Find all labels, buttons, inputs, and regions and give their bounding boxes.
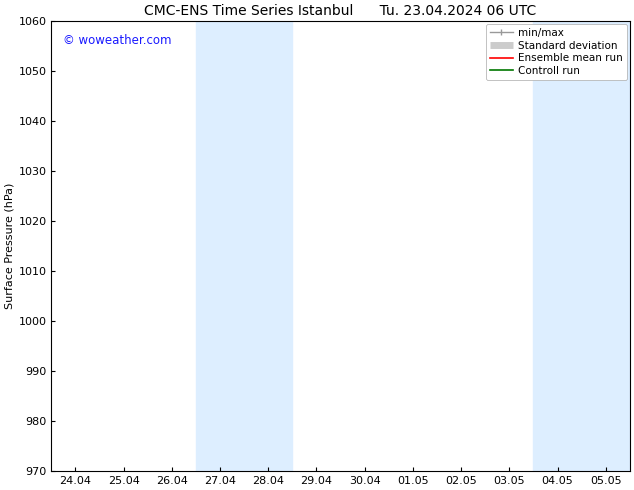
Text: © woweather.com: © woweather.com [63, 34, 171, 47]
Bar [196, 21, 292, 471]
Legend: min/max, Standard deviation, Ensemble mean run, Controll run: min/max, Standard deviation, Ensemble me… [486, 24, 626, 80]
Y-axis label: Surface Pressure (hPa): Surface Pressure (hPa) [4, 183, 14, 309]
Bar [533, 21, 630, 471]
Title: CMC-ENS Time Series Istanbul      Tu. 23.04.2024 06 UTC: CMC-ENS Time Series Istanbul Tu. 23.04.2… [145, 4, 537, 18]
